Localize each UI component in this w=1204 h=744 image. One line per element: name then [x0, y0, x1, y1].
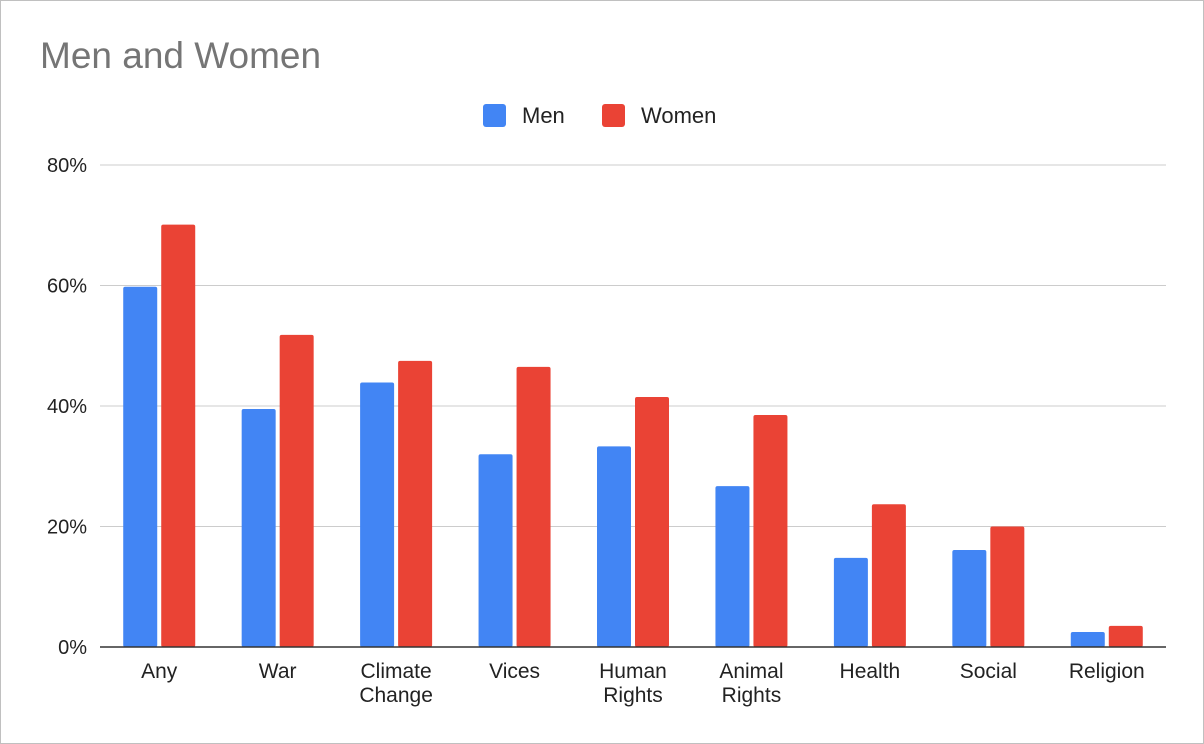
y-axis-ticks: 0% 20% 40% 60% 80%	[47, 155, 87, 659]
bar-women	[753, 415, 788, 647]
x-category-label: Social	[960, 660, 1017, 683]
x-axis-labels: Any War Climate Change Vices Human Rights Anima…	[141, 660, 1145, 707]
bar-men	[715, 486, 750, 647]
y-tick-label: 20%	[47, 517, 87, 539]
bar-women	[1108, 625, 1143, 647]
bar-men	[952, 549, 987, 647]
x-category-label: Vices	[489, 660, 540, 683]
bar-women	[398, 360, 433, 647]
legend-label-women: Women	[641, 103, 716, 128]
chart-title: Men and Women	[40, 35, 322, 76]
x-category-label: Human Rights	[599, 660, 667, 707]
legend-swatch-women	[602, 104, 625, 127]
bar-women	[871, 504, 906, 647]
bar-men	[597, 446, 631, 647]
legend-swatch-men	[483, 104, 506, 127]
x-category-label: Any	[141, 660, 178, 683]
bar-men	[1070, 631, 1105, 647]
x-category-label: Animal Rights	[719, 660, 783, 707]
bar-men	[360, 382, 395, 647]
bar-men	[833, 557, 868, 647]
bar-women	[279, 334, 314, 647]
x-category-label: Health	[840, 660, 901, 683]
bars	[123, 224, 1143, 647]
bar-women	[516, 366, 551, 647]
x-category-label: Religion	[1069, 660, 1145, 683]
gridlines	[100, 164, 1166, 527]
y-tick-label: 80%	[47, 155, 87, 177]
bar-women	[161, 224, 196, 647]
bar-men	[478, 454, 513, 647]
y-tick-label: 40%	[47, 396, 87, 418]
y-tick-label: 60%	[47, 276, 87, 298]
y-tick-label: 0%	[58, 637, 87, 659]
bar-men	[241, 409, 276, 647]
bar-men	[123, 286, 158, 647]
x-category-label: Climate Change	[359, 660, 433, 707]
bar-women	[635, 396, 669, 647]
legend-label-men: Men	[522, 103, 565, 128]
x-category-label: War	[259, 660, 297, 683]
bar-women	[990, 526, 1025, 647]
legend: Men Women	[483, 103, 716, 128]
